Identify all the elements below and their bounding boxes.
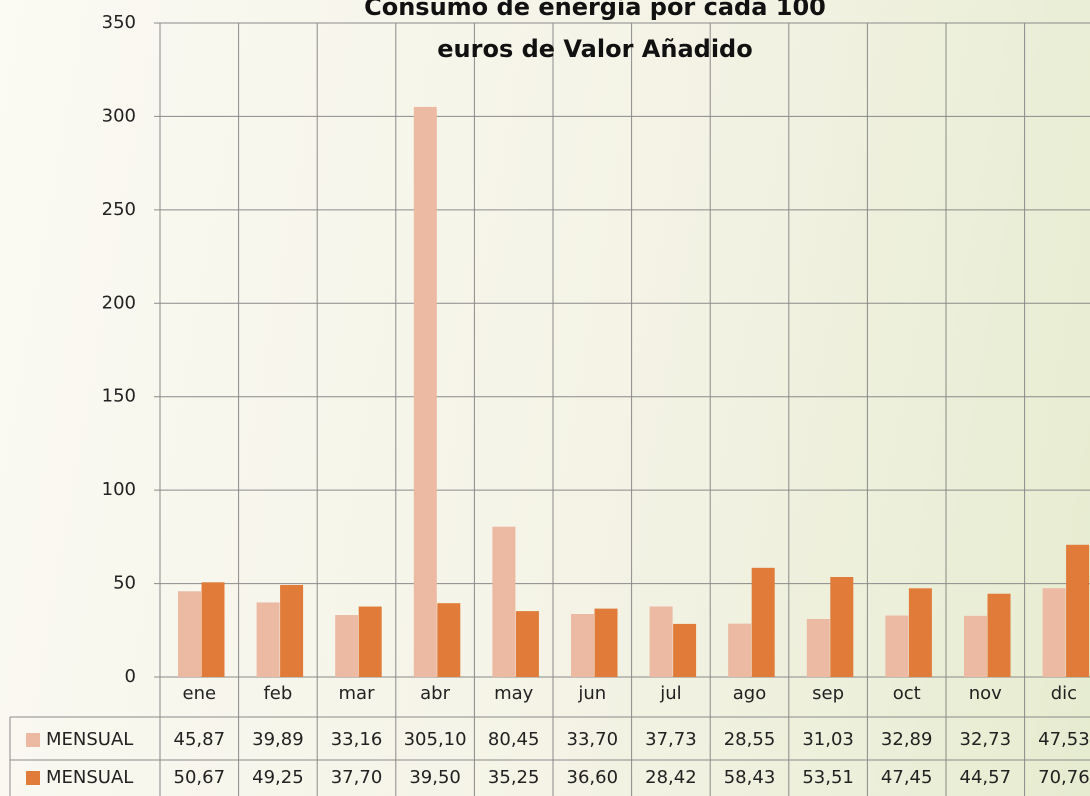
bar <box>335 615 359 677</box>
table-value: 33,16 <box>331 729 383 750</box>
table-value: 32,89 <box>881 729 933 750</box>
x-tick-label: oct <box>893 683 921 704</box>
bar <box>358 606 382 677</box>
bar <box>201 582 225 677</box>
bar <box>751 567 775 677</box>
table-value: 44,57 <box>960 767 1012 788</box>
table-value: 33,70 <box>567 729 619 750</box>
chart-title: Consumo de energía por cada 100 euros de… <box>364 0 826 63</box>
bar <box>673 623 697 677</box>
y-tick-label: 100 <box>102 479 136 500</box>
table-value: 45,87 <box>174 729 226 750</box>
table-value: 39,89 <box>252 729 304 750</box>
bar <box>964 615 987 677</box>
legend-swatch <box>26 771 40 785</box>
x-tick-label: sep <box>812 683 844 704</box>
bar <box>1066 544 1090 677</box>
x-tick-label: abr <box>420 683 450 704</box>
table-value: 31,03 <box>802 729 854 750</box>
bar <box>987 593 1011 677</box>
table-value: 58,43 <box>724 767 776 788</box>
bar <box>437 603 461 677</box>
table-value: 37,73 <box>645 729 697 750</box>
bar <box>728 623 752 677</box>
bar <box>571 614 594 677</box>
bar <box>594 608 618 677</box>
bar <box>280 584 304 677</box>
x-tick-label: jun <box>577 683 606 704</box>
y-tick-label: 0 <box>125 666 136 687</box>
table-value: 70,76 <box>1038 767 1090 788</box>
legend-label: MENSUAL <box>46 767 133 788</box>
table-value: 36,60 <box>567 767 619 788</box>
y-tick-label: 150 <box>102 386 136 407</box>
table-value: 35,25 <box>488 767 540 788</box>
x-tick-label: feb <box>263 683 292 704</box>
table-value: 49,25 <box>252 767 304 788</box>
x-tick-label: mar <box>339 683 376 704</box>
table-value: 53,51 <box>802 767 854 788</box>
table-value: 39,50 <box>409 767 461 788</box>
y-tick-label: 50 <box>113 573 136 594</box>
bar <box>1042 588 1066 677</box>
bar <box>178 591 201 677</box>
bar <box>492 526 516 677</box>
x-tick-label: may <box>494 683 534 704</box>
table-value: 32,73 <box>960 729 1012 750</box>
legend-swatch <box>26 733 40 747</box>
bar <box>908 588 932 677</box>
x-tick-label: ago <box>733 683 766 704</box>
bar <box>806 619 830 677</box>
table-value: 80,45 <box>488 729 540 750</box>
table-value: 47,53 <box>1038 729 1090 750</box>
x-tick-label: jul <box>659 683 681 704</box>
table-value: 28,42 <box>645 767 697 788</box>
table-value: 50,67 <box>174 767 226 788</box>
y-tick-label: 200 <box>102 292 136 313</box>
bar <box>413 106 437 677</box>
x-tick-label: ene <box>183 683 217 704</box>
bar <box>649 606 673 677</box>
table-value: 47,45 <box>881 767 933 788</box>
y-tick-label: 300 <box>102 105 136 126</box>
bar <box>256 602 280 677</box>
y-tick-label: 350 <box>102 12 136 33</box>
bar <box>515 611 539 677</box>
table-value: 28,55 <box>724 729 776 750</box>
y-tick-label: 250 <box>102 199 136 220</box>
table-value: 37,70 <box>331 767 383 788</box>
table-value: 305,10 <box>404 729 467 750</box>
legend-label: MENSUAL <box>46 729 133 750</box>
x-tick-label: nov <box>969 683 1002 704</box>
bar <box>885 615 909 677</box>
x-tick-label: dic <box>1051 683 1077 704</box>
bar <box>830 577 854 677</box>
